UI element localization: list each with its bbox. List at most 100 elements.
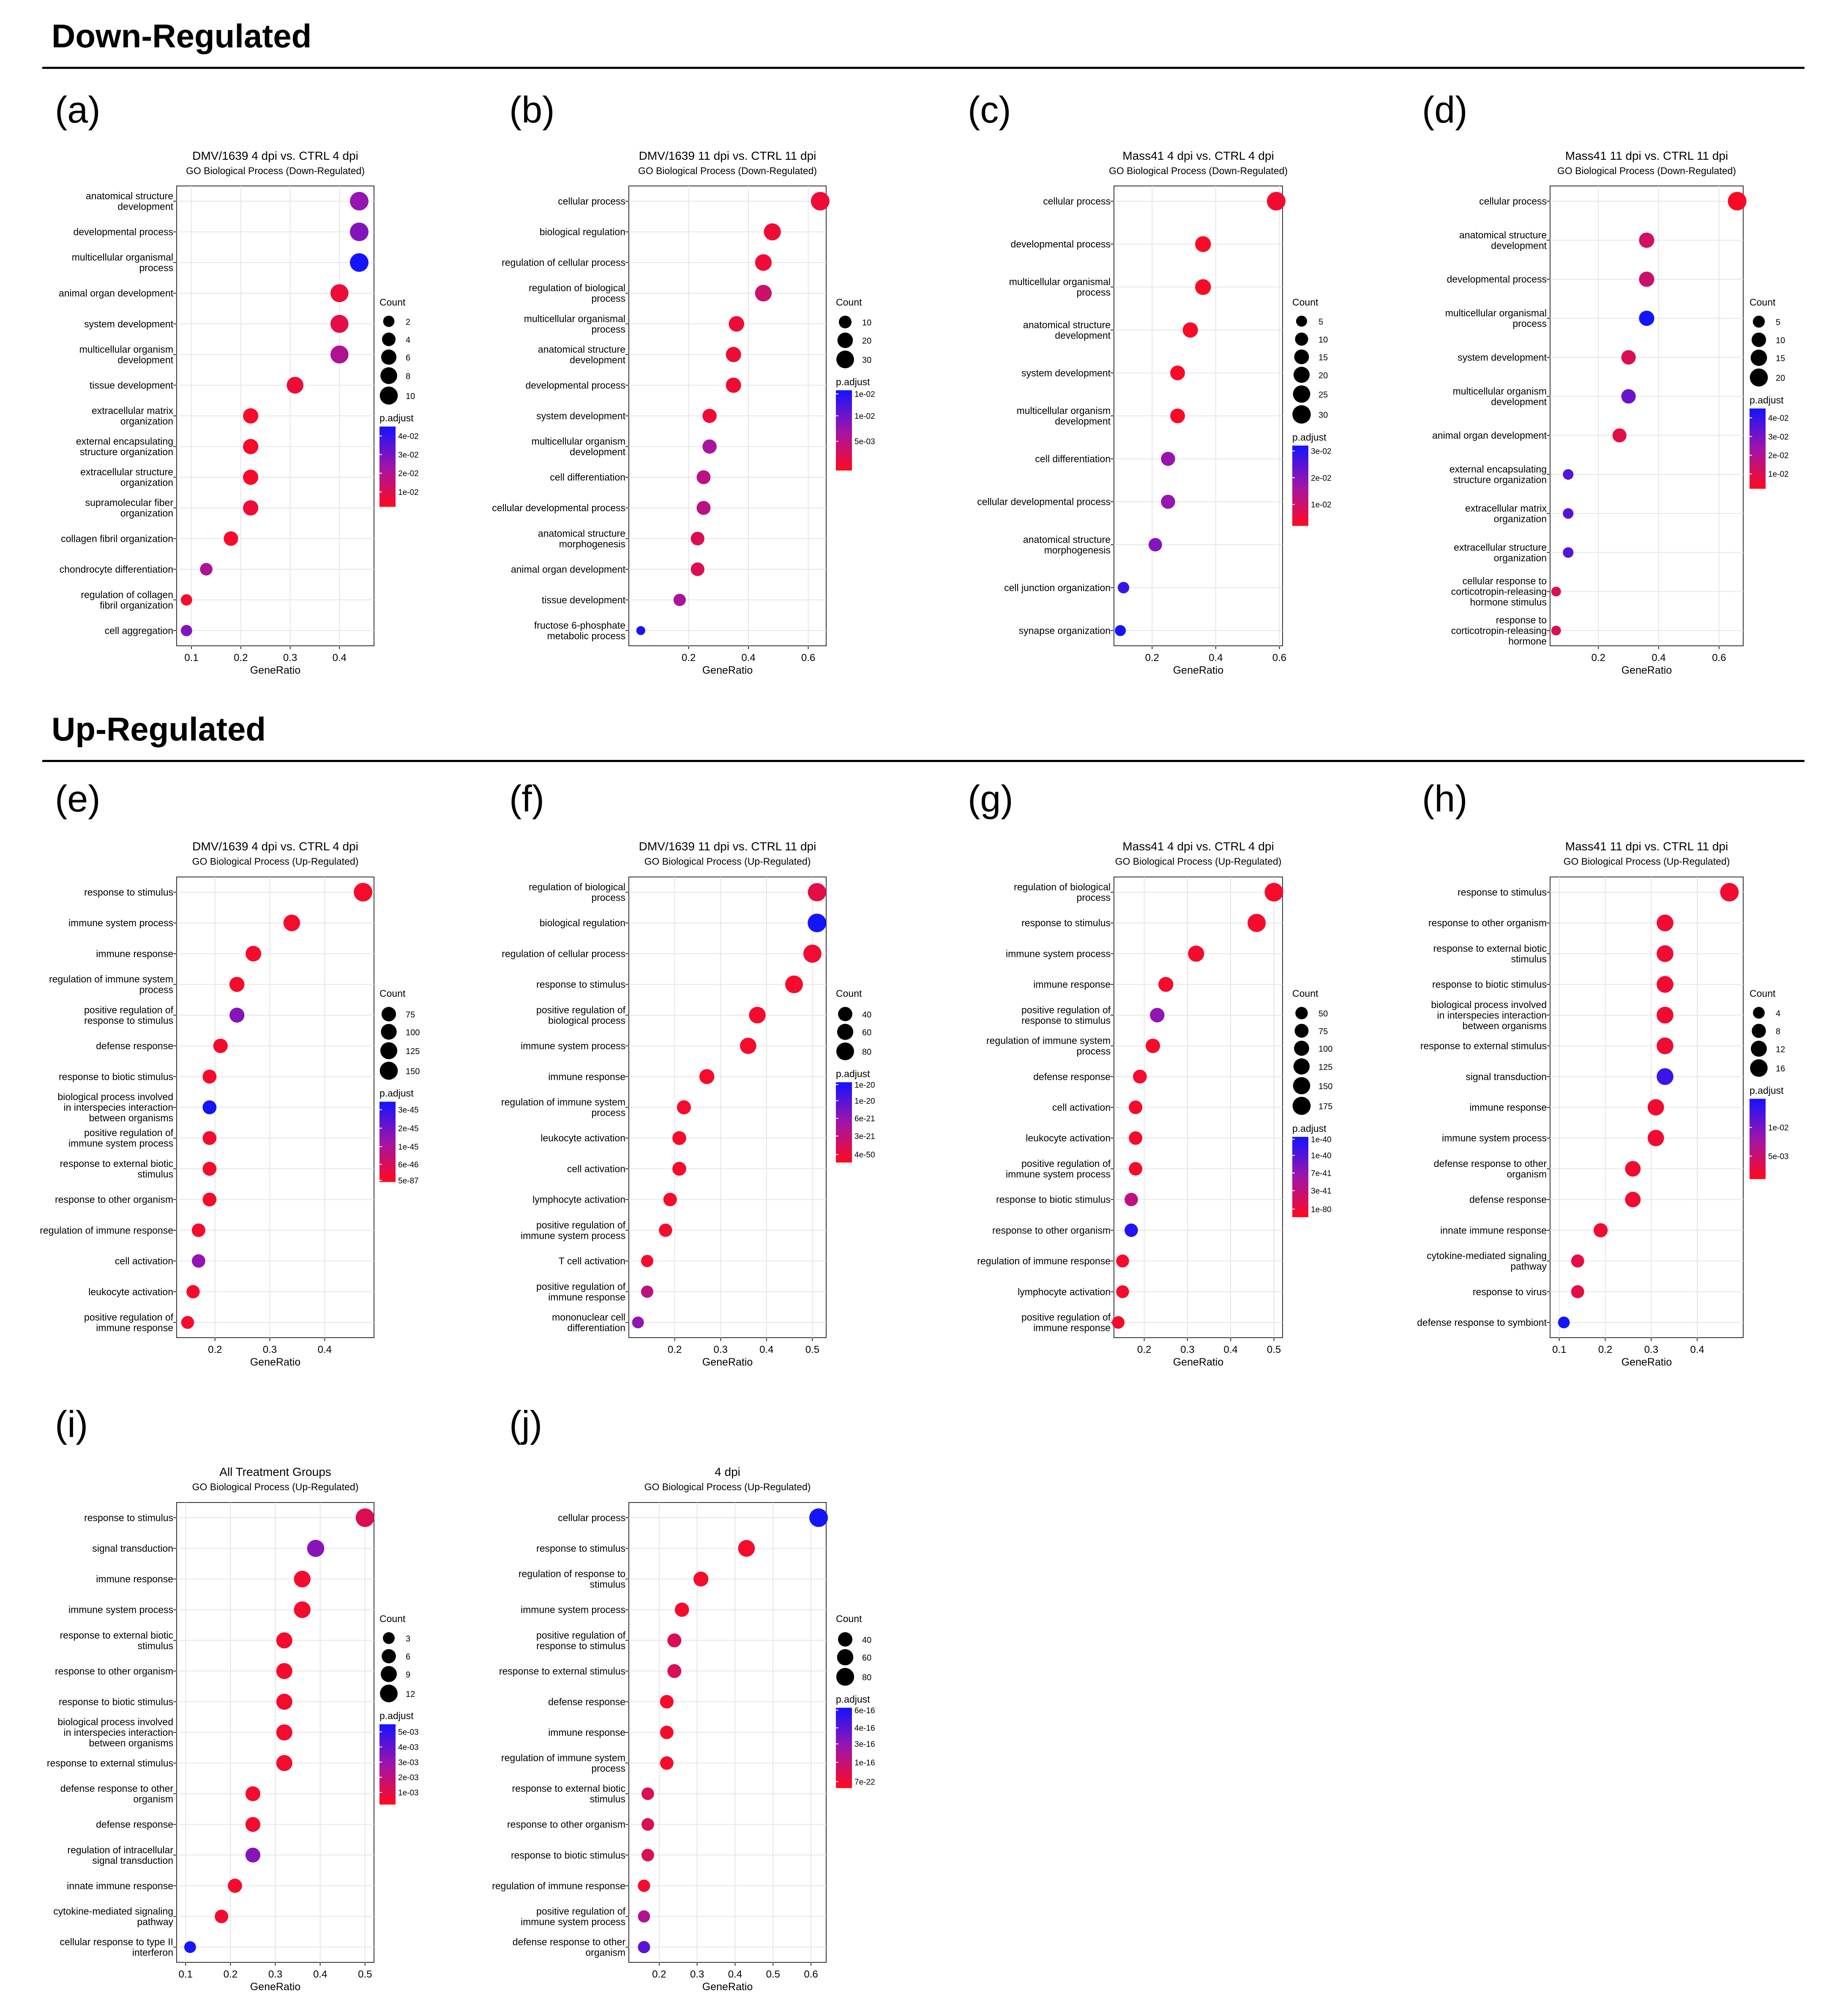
y-term-label-line: cell activation [1052,1102,1111,1113]
y-term-label-line: response to other organism [55,1194,173,1205]
y-term-label-line: process [139,262,173,273]
y-term-label: developmental process [1010,239,1111,250]
data-point [1247,914,1266,932]
y-term-label-line: between organisms [89,1737,173,1748]
data-point [702,439,717,454]
data-point [1145,1038,1160,1053]
y-term-label-line: collagen fibril organization [61,533,173,544]
color-legend-label: 2e-02 [1768,451,1789,460]
size-legend-dot [1750,1059,1768,1077]
y-term-label: immune system process [521,1604,625,1615]
data-point [672,1131,686,1145]
y-term-label-line: lymphocyte activation [1018,1286,1111,1297]
y-term-label: regulation of intracellular signal transd… [67,1844,173,1866]
up-regulated-heading: Up-Regulated [52,710,266,748]
data-point [1117,582,1130,593]
y-term-label-line: immune system process [1006,1169,1111,1180]
y-term-label-line: immune system process [521,1916,625,1927]
y-term-label-line: organization [1494,513,1547,524]
chart-title: All Treatment Groups [219,1465,331,1478]
size-legend-title: Count [1750,297,1776,308]
color-legend-title: p.adjust [1750,394,1784,405]
y-term-label-line: developmental process [1447,274,1547,285]
y-term-label-line: development [570,446,625,457]
y-term-label-line: multicellular organismal [524,313,625,324]
y-term-label: immune response [548,1727,625,1738]
size-legend-label: 20 [1776,374,1785,383]
data-point [672,1162,686,1176]
y-term-label-line: immune response [548,1727,625,1738]
y-term-label: regulation of biological process [529,282,625,304]
y-term-label-line: process [591,1763,625,1774]
y-term-label: cell junction organization [1004,582,1111,593]
data-point [1593,1223,1608,1237]
size-legend-label: 175 [1318,1102,1332,1112]
y-term-label-line: hormone stimulus [1470,597,1547,608]
y-term-label-line: stimulus [590,1579,625,1590]
down-regulated-heading: Down-Regulated [52,17,312,55]
color-legend-label: 6e-16 [854,1706,875,1715]
size-legend-label: 100 [1318,1044,1332,1054]
y-term-label: cell activation [567,1163,625,1174]
chart-title: 4 dpi [715,1465,740,1478]
y-term-label-line: response to external stimulus [1420,1041,1547,1052]
x-tick-label: 0.3 [268,1969,282,1980]
y-term-label-line: immune response [96,1322,173,1333]
size-legend-label: 12 [1776,1045,1785,1054]
data-point [1161,494,1175,509]
size-legend-label: 40 [862,1636,871,1645]
y-term-label: regulation of cellular process [502,257,625,268]
color-legend-title: p.adjust [1750,1085,1784,1096]
y-term-label: system development [1021,367,1111,378]
y-term-label: regulation of immune system process [501,1097,625,1118]
data-point [184,1941,196,1953]
x-tick-label: 0.2 [1591,652,1605,664]
y-term-label: system development [536,410,626,421]
color-legend-bar [1750,408,1766,489]
y-term-label-line: process [591,1107,625,1118]
y-term-label-line: animal organ development [1432,430,1547,441]
x-axis-label: GeneRatio [250,1981,301,1993]
size-legend-label: 8 [406,372,410,381]
size-legend-title: Count [379,1613,406,1624]
y-term-label: leukocyte activation [540,1133,625,1144]
data-point [667,1633,682,1647]
y-term-label: positive regulation of response to stimul… [84,1004,174,1026]
data-point [659,1224,672,1237]
y-term-label-line: stimulus [590,1794,625,1805]
y-term-label-line: immune response [1469,1102,1547,1113]
y-term-label-line: fructose 6-phosphate [534,620,625,631]
color-legend-title: p.adjust [836,1694,870,1705]
y-term-label: regulation of immune system process [49,974,173,995]
y-term-label-line: immune system process [1006,948,1111,959]
size-legend-label: 20 [1318,371,1328,380]
y-term-label-line: animal organ development [511,564,626,575]
y-term-label-line: cellular developmental process [492,503,625,514]
data-point [641,1849,654,1862]
data-point [660,1726,674,1739]
y-term-label: signal transduction [92,1543,173,1554]
color-legend-label: 1e-45 [398,1143,419,1152]
y-term-label: supramolecular fiber organization [85,497,174,519]
chart-title: DMV/1639 11 dpi vs. CTRL 11 dpi [639,840,816,853]
y-term-label: extracellular matrix organization [1465,503,1547,524]
y-term-label: tissue development [542,594,626,605]
y-term-label-line: anatomical structure [538,344,625,355]
y-term-label-line: response to stimulus [84,1512,173,1523]
y-term-label: defense response to other organism [60,1783,174,1805]
y-term-label: response to other organism [992,1225,1111,1236]
data-point [191,1223,205,1237]
data-point [660,1756,674,1770]
y-term-label-line: cell differentiation [1035,453,1111,464]
y-term-label-line: response to other organism [1428,918,1547,929]
panel-label: (e) [55,778,101,820]
color-legend-label: 3e-02 [1768,433,1789,442]
size-legend-dot [1752,1024,1766,1038]
size-legend-label: 2 [406,317,410,327]
y-term-label-line: development [1491,240,1547,251]
size-legend-label: 9 [406,1670,410,1680]
y-term-label-line: response to stimulus [536,1640,625,1651]
data-point [349,192,369,210]
size-legend-label: 25 [1318,390,1328,399]
